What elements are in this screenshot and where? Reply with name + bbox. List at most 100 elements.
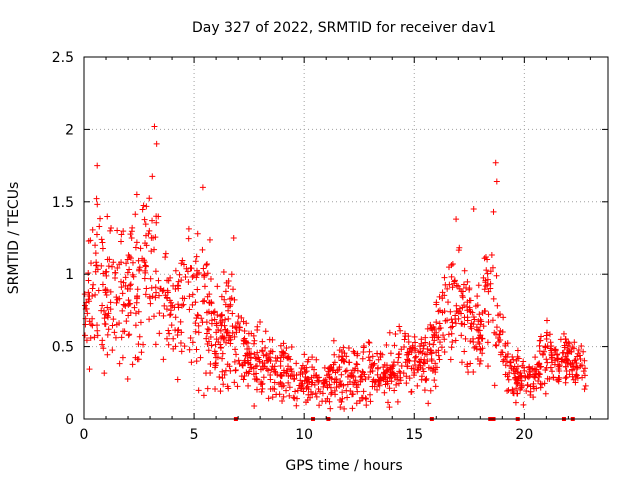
data-point: [396, 350, 403, 357]
data-point: [482, 254, 489, 261]
data-point: [133, 299, 140, 306]
data-point: [448, 330, 455, 337]
data-point: [110, 259, 117, 266]
data-point: [132, 310, 139, 317]
data-point: [369, 378, 376, 385]
data-point: [204, 385, 211, 392]
data-point: [327, 391, 334, 398]
data-point: [234, 320, 241, 327]
data-point: [231, 358, 238, 365]
data-point: [231, 379, 238, 386]
data-point: [193, 358, 200, 365]
data-point: [197, 354, 204, 361]
data-point: [495, 338, 502, 345]
data-point: [469, 309, 476, 316]
data-point: [418, 336, 425, 343]
data-point: [267, 358, 274, 365]
data-point: [441, 274, 448, 281]
data-point: [293, 395, 300, 402]
data-point: [204, 270, 211, 277]
data-point: [112, 269, 119, 276]
data-point: [93, 259, 100, 266]
data-point: [475, 327, 482, 334]
data-point: [353, 381, 360, 388]
data-point: [189, 301, 196, 308]
data-point: [277, 379, 284, 386]
data-point: [135, 308, 142, 315]
data-point: [116, 320, 123, 327]
data-point: [452, 320, 459, 327]
x-tick-label: 5: [190, 427, 199, 443]
data-point: [353, 360, 360, 367]
data-point: [301, 351, 308, 358]
data-point: [269, 363, 276, 370]
data-point: [229, 310, 236, 317]
data-point: [104, 287, 111, 294]
data-point: [427, 321, 434, 328]
data-point: [351, 350, 358, 357]
data-point: [146, 195, 153, 202]
data-point: [217, 327, 224, 334]
data-point: [152, 284, 159, 291]
data-point: [477, 332, 484, 339]
data-point: [146, 227, 153, 234]
data-point: [135, 341, 142, 348]
data-point: [293, 372, 300, 379]
data-point: [431, 326, 438, 333]
data-point: [139, 255, 146, 262]
data-point: [492, 159, 499, 166]
data-point: [324, 384, 331, 391]
data-point: [341, 405, 348, 412]
data-point: [520, 401, 527, 408]
x-tick-label: 15: [405, 427, 423, 443]
data-point: [505, 376, 512, 383]
data-point: [126, 331, 133, 338]
data-point: [94, 162, 101, 169]
data-point: [536, 337, 543, 344]
data-point: [397, 327, 404, 334]
data-point: [92, 250, 99, 257]
data-point: [230, 286, 237, 293]
data-point: [222, 326, 229, 333]
data-point: [232, 367, 239, 374]
data-point: [349, 405, 356, 412]
data-point: [512, 399, 519, 406]
data-point: [477, 357, 484, 364]
data-point: [233, 329, 240, 336]
data-point: [526, 364, 533, 371]
data-point: [122, 282, 129, 289]
data-point: [582, 365, 589, 372]
data-point: [506, 369, 513, 376]
data-point: [492, 342, 499, 349]
data-point: [149, 217, 156, 224]
data-point: [570, 345, 577, 352]
data-point: [309, 364, 316, 371]
data-point: [84, 310, 91, 317]
data-point: [85, 289, 92, 296]
data-point: [189, 273, 196, 280]
data-point: [186, 306, 193, 313]
data-point: [542, 343, 549, 350]
data-point: [182, 273, 189, 280]
data-point: [532, 354, 539, 361]
data-point: [133, 239, 140, 246]
data-point: [350, 373, 357, 380]
data-point: [126, 266, 133, 273]
data-point: [253, 376, 260, 383]
data-point: [148, 248, 155, 255]
data-point: [504, 351, 511, 358]
data-point: [322, 376, 329, 383]
chart-title: Day 327 of 2022, SRMTID for receiver dav…: [192, 20, 496, 36]
data-point: [330, 361, 337, 368]
data-point: [271, 386, 278, 393]
data-point: [262, 344, 269, 351]
data-point: [180, 261, 187, 268]
data-point: [298, 365, 305, 372]
data-point: [151, 313, 158, 320]
data-point: [208, 342, 215, 349]
data-point: [301, 378, 308, 385]
data-point: [319, 390, 326, 397]
data-point: [192, 320, 199, 327]
data-point: [157, 285, 164, 292]
data-point: [437, 339, 444, 346]
